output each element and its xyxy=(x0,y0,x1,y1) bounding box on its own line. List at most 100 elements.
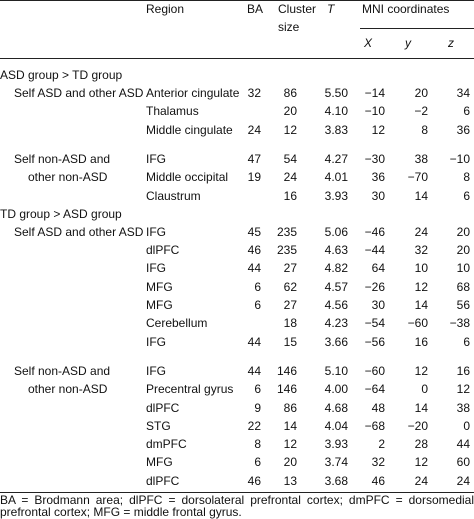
mni-z-cell: 60 xyxy=(456,455,470,470)
footnote: BA = Brodmann area; dlPFC = dorsolateral… xyxy=(0,493,474,519)
group-heading: TD group > ASD group xyxy=(0,206,122,221)
mni-y-cell: 0 xyxy=(421,382,428,397)
cluster-size-cell: 12 xyxy=(283,122,297,137)
cluster-size-cell: 62 xyxy=(283,279,297,294)
ba-cell: 6 xyxy=(254,382,261,397)
region-cell: MFG xyxy=(146,279,173,294)
mni-z-cell: 38 xyxy=(456,400,470,415)
subgroup-label: Self ASD and other ASD xyxy=(14,224,144,239)
region-cell: dlPFC xyxy=(146,473,180,488)
mni-x-cell: 48 xyxy=(371,400,385,415)
mni-x-cell: −26 xyxy=(364,279,385,294)
cluster-size-cell: 15 xyxy=(283,334,297,349)
t-value-cell: 5.10 xyxy=(324,363,348,378)
mni-x-cell: −54 xyxy=(364,316,385,331)
t-value-cell: 3.93 xyxy=(324,188,348,203)
mni-y-cell: 16 xyxy=(414,334,428,349)
mni-x-cell: −56 xyxy=(364,334,385,349)
mni-z-cell: 20 xyxy=(456,243,470,258)
cluster-size-cell: 235 xyxy=(276,224,297,239)
mni-y-cell: −2 xyxy=(414,104,428,119)
ba-cell: 45 xyxy=(247,224,261,239)
mni-y-cell: 14 xyxy=(414,298,428,312)
mni-z-cell: 12 xyxy=(456,382,470,397)
t-value-cell: 4.00 xyxy=(324,382,348,397)
t-value-cell: 3.68 xyxy=(324,473,348,488)
cluster-size-cell: 18 xyxy=(283,316,297,331)
mni-y-cell: 8 xyxy=(421,122,428,137)
mni-y-cell: 24 xyxy=(414,224,428,239)
mni-y-cell: 12 xyxy=(414,363,428,378)
header-ba: BA xyxy=(247,2,264,16)
mni-z-cell: 10 xyxy=(456,261,470,276)
mni-y-cell: 12 xyxy=(414,455,428,470)
mni-z-cell: 20 xyxy=(456,224,470,239)
mni-x-cell: 64 xyxy=(371,261,385,276)
ba-cell: 22 xyxy=(247,418,261,433)
header-region: Region xyxy=(146,2,185,16)
header-rule xyxy=(0,58,474,59)
region-cell: dmPFC xyxy=(146,437,187,452)
cluster-size-cell: 14 xyxy=(283,418,297,433)
ba-cell: 47 xyxy=(247,151,261,166)
region-cell: dlPFC xyxy=(146,400,180,415)
t-value-cell: 4.01 xyxy=(324,170,348,185)
mni-x-cell: 46 xyxy=(371,473,385,488)
ba-cell: 8 xyxy=(254,437,261,452)
ba-cell: 6 xyxy=(254,455,261,470)
region-cell: Cerebellum xyxy=(146,316,208,331)
region-cell: IFG xyxy=(146,261,166,276)
t-value-cell: 4.23 xyxy=(324,316,348,331)
mni-y-cell: 24 xyxy=(414,473,428,488)
mni-x-cell: −46 xyxy=(364,224,385,239)
ba-cell: 32 xyxy=(247,86,261,100)
mni-z-cell: 0 xyxy=(463,418,470,433)
cluster-size-cell: 27 xyxy=(283,261,297,276)
t-value-cell: 5.50 xyxy=(324,86,348,100)
subgroup-label: Self non-ASD and xyxy=(14,363,111,378)
region-cell: Middle occipital xyxy=(146,170,229,185)
t-value-cell: 3.93 xyxy=(324,437,348,452)
subgroup-label: other non-ASD xyxy=(28,170,108,185)
mni-x-cell: 2 xyxy=(378,437,385,452)
mni-z-cell: 24 xyxy=(456,473,470,488)
t-value-cell: 4.82 xyxy=(324,261,348,276)
cluster-size-cell: 27 xyxy=(283,298,297,312)
subgroup-label: Self ASD and other ASD xyxy=(14,86,144,100)
mni-y-cell: 28 xyxy=(414,437,428,452)
t-value-cell: 4.68 xyxy=(324,400,348,415)
ba-cell: 44 xyxy=(247,334,261,349)
mni-x-cell: −60 xyxy=(364,363,385,378)
region-cell: Precentral gyrus xyxy=(146,382,234,397)
mni-y-cell: −20 xyxy=(407,418,428,433)
t-value-cell: 4.57 xyxy=(324,279,348,294)
cluster-size-cell: 146 xyxy=(276,363,297,378)
mni-y-cell: −70 xyxy=(407,170,428,185)
cluster-size-cell: 54 xyxy=(283,151,297,166)
cluster-size-cell: 16 xyxy=(283,188,297,203)
cluster-size-cell: 13 xyxy=(283,473,297,488)
cluster-size-cell: 24 xyxy=(283,170,297,185)
mni-x-cell: −10 xyxy=(364,104,385,119)
mni-y-cell: 12 xyxy=(414,279,428,294)
mni-x-cell: 30 xyxy=(371,188,385,203)
ba-cell: 6 xyxy=(254,298,261,312)
mni-z-cell: 56 xyxy=(456,298,470,312)
region-cell: STG xyxy=(146,418,171,433)
t-value-cell: 5.06 xyxy=(324,224,348,239)
mni-z-cell: 68 xyxy=(456,279,470,294)
region-cell: dlPFC xyxy=(146,243,180,258)
mni-y-cell: 20 xyxy=(414,86,428,100)
t-value-cell: 4.10 xyxy=(324,104,348,119)
subgroup-label: other non-ASD xyxy=(28,382,108,397)
mni-x-cell: −14 xyxy=(364,86,385,100)
cluster-size-cell: 20 xyxy=(283,455,297,470)
cluster-size-cell: 235 xyxy=(276,243,297,258)
mni-x-cell: −64 xyxy=(364,382,385,397)
mni-y-cell: 10 xyxy=(414,261,428,276)
mni-y-cell: 38 xyxy=(414,151,428,166)
mni-z-cell: 8 xyxy=(463,170,470,185)
header-t: T xyxy=(327,2,335,16)
ba-cell: 19 xyxy=(247,170,261,185)
